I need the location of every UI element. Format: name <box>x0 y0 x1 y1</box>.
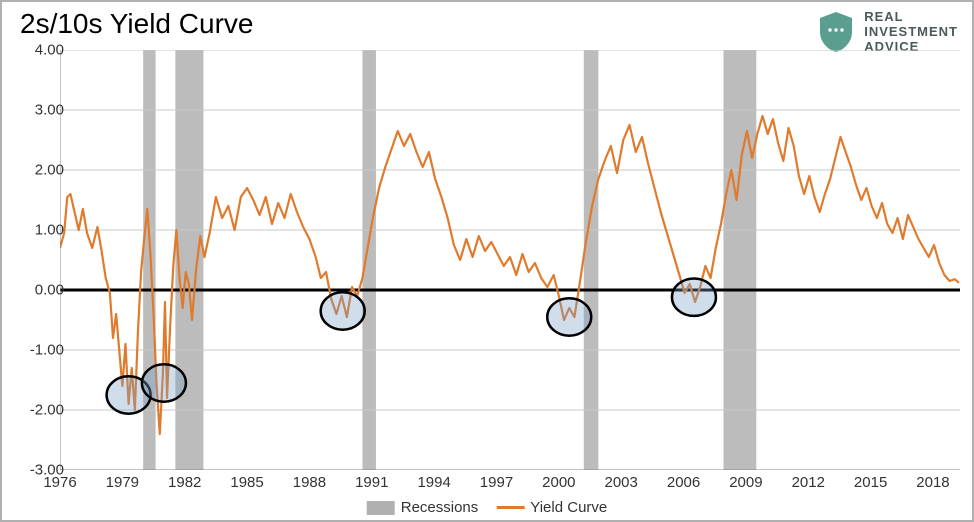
y-tick-label: -2.00 <box>30 402 64 419</box>
legend: Recessions Yield Curve <box>367 499 608 516</box>
y-tick-label: 3.00 <box>35 102 64 119</box>
x-tick-label: 2018 <box>916 474 949 491</box>
x-tick-label: 1976 <box>43 474 76 491</box>
x-tick-label: 1985 <box>230 474 263 491</box>
legend-yieldcurve-label: Yield Curve <box>530 499 607 516</box>
plot-area <box>60 50 960 470</box>
x-tick-label: 1979 <box>106 474 139 491</box>
chart-title: 2s/10s Yield Curve <box>20 8 253 40</box>
shield-icon <box>816 10 856 54</box>
x-tick-label: 2003 <box>605 474 638 491</box>
legend-yieldcurve-swatch <box>496 506 524 509</box>
legend-recession-label: Recessions <box>401 499 479 516</box>
brand-line1: REAL <box>864 10 958 25</box>
y-tick-label: 1.00 <box>35 222 64 239</box>
chart-container: 2s/10s Yield Curve REAL INVESTMENT ADVIC… <box>0 0 974 522</box>
y-tick-label: 0.00 <box>35 282 64 299</box>
y-tick-label: 4.00 <box>35 42 64 59</box>
y-tick-label: 2.00 <box>35 162 64 179</box>
x-tick-label: 2009 <box>729 474 762 491</box>
x-tick-label: 2015 <box>854 474 887 491</box>
brand-text: REAL INVESTMENT ADVICE <box>864 10 958 55</box>
legend-recessions: Recessions <box>367 499 479 516</box>
legend-recession-swatch <box>367 501 395 515</box>
x-tick-label: 2006 <box>667 474 700 491</box>
x-tick-label: 1982 <box>168 474 201 491</box>
x-tick-label: 1988 <box>293 474 326 491</box>
x-tick-label: 1997 <box>480 474 513 491</box>
brand-logo: REAL INVESTMENT ADVICE <box>816 10 958 55</box>
x-tick-label: 1991 <box>355 474 388 491</box>
x-tick-label: 2000 <box>542 474 575 491</box>
brand-line2: INVESTMENT <box>864 25 958 40</box>
y-tick-label: -1.00 <box>30 342 64 359</box>
legend-yieldcurve: Yield Curve <box>496 499 607 516</box>
x-tick-label: 2012 <box>792 474 825 491</box>
x-tick-label: 1994 <box>417 474 450 491</box>
